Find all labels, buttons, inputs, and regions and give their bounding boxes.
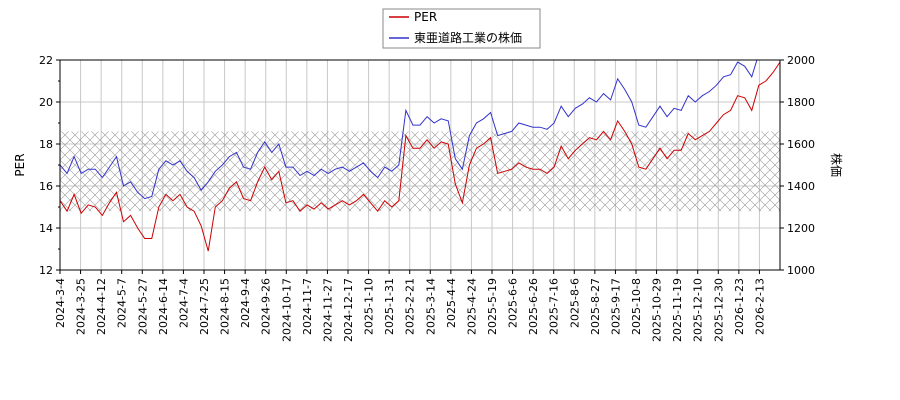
x-tick-label: 2025-10-8 bbox=[630, 278, 643, 335]
left-tick-label: 18 bbox=[39, 138, 53, 151]
x-tick-label: 2025-5-19 bbox=[486, 278, 499, 335]
x-tick-label: 2025-9-17 bbox=[609, 278, 622, 335]
x-tick-label: 2025-6-26 bbox=[527, 278, 540, 335]
right-tick-label: 1000 bbox=[787, 264, 815, 277]
x-tick-label: 2024-7-25 bbox=[198, 278, 211, 335]
x-tick-label: 2024-9-26 bbox=[260, 278, 273, 335]
series-line-per bbox=[60, 61, 780, 252]
x-tick-label: 2024-4-12 bbox=[95, 278, 108, 335]
x-tick-label: 2024-3-25 bbox=[75, 278, 88, 335]
x-tick-label: 2025-8-27 bbox=[589, 278, 602, 335]
x-tick-label: 2025-1-10 bbox=[363, 278, 376, 335]
x-tick-label: 2025-1-31 bbox=[383, 278, 396, 335]
series-line-price bbox=[60, 60, 758, 200]
right-axis-title: 株価 bbox=[829, 153, 844, 177]
x-tick-label: 2025-4-24 bbox=[465, 278, 478, 335]
x-tick-label: 2024-11-27 bbox=[321, 278, 334, 342]
x-tick-label: 2025-6-6 bbox=[507, 278, 520, 328]
x-tick-label: 2024-11-7 bbox=[301, 278, 314, 335]
series-layer bbox=[60, 60, 780, 252]
x-tick-label: 2025-11-19 bbox=[671, 278, 684, 342]
right-tick-label: 1600 bbox=[787, 138, 815, 151]
x-tick-label: 2024-3-4 bbox=[54, 278, 67, 328]
right-tick-label: 1400 bbox=[787, 180, 815, 193]
left-tick-label: 12 bbox=[39, 264, 53, 277]
legend-label-per: PER bbox=[414, 10, 437, 24]
x-tick-label: 2025-3-14 bbox=[424, 278, 437, 335]
x-tick-label: 2024-9-4 bbox=[239, 278, 252, 328]
right-tick-label: 2000 bbox=[787, 54, 815, 67]
right-tick-label: 1200 bbox=[787, 222, 815, 235]
left-tick-label: 20 bbox=[39, 96, 53, 109]
hatched-band bbox=[60, 131, 780, 212]
x-tick-label: 2026-2-13 bbox=[753, 278, 766, 335]
x-axis: 2024-3-4 2024-3-25 2024-4-12 2024-5-7 2024-5… bbox=[54, 270, 766, 342]
legend-box bbox=[382, 8, 541, 49]
x-tick-label: 2024-7-4 bbox=[177, 278, 190, 328]
x-tick-label: 2024-10-17 bbox=[280, 278, 293, 342]
legend: PER 東亜道路工業の株価 bbox=[382, 8, 541, 49]
x-tick-label: 2025-4-4 bbox=[445, 278, 458, 328]
x-tick-label: 2026-1-23 bbox=[733, 278, 746, 335]
x-tick-label: 2024-12-17 bbox=[342, 278, 355, 342]
right-tick-label: 1800 bbox=[787, 96, 815, 109]
x-tick-label: 2025-8-6 bbox=[568, 278, 581, 328]
legend-label-price: 東亜道路工業の株価 bbox=[414, 30, 522, 45]
x-tick-label: 2024-5-27 bbox=[136, 278, 149, 335]
left-tick-label: 14 bbox=[39, 222, 53, 235]
x-tick-label: 2025-2-21 bbox=[404, 278, 417, 335]
x-tick-label: 2024-8-15 bbox=[219, 278, 232, 335]
left-tick-label: 22 bbox=[39, 54, 53, 67]
x-tick-label: 2024-6-14 bbox=[157, 278, 170, 335]
left-tick-label: 16 bbox=[39, 180, 53, 193]
right-axis: 1000 1200 1400 1600 1800 2000 bbox=[780, 54, 815, 277]
x-tick-label: 2025-12-10 bbox=[692, 278, 705, 342]
x-tick-label: 2024-5-7 bbox=[116, 278, 129, 328]
x-tick-label: 2025-12-30 bbox=[712, 278, 725, 342]
left-axis-title: PER bbox=[13, 153, 27, 176]
x-tick-label: 2025-7-16 bbox=[548, 278, 561, 335]
x-tick-label: 2025-10-29 bbox=[651, 278, 664, 342]
left-axis: 12 14 16 18 20 22 bbox=[39, 54, 60, 277]
